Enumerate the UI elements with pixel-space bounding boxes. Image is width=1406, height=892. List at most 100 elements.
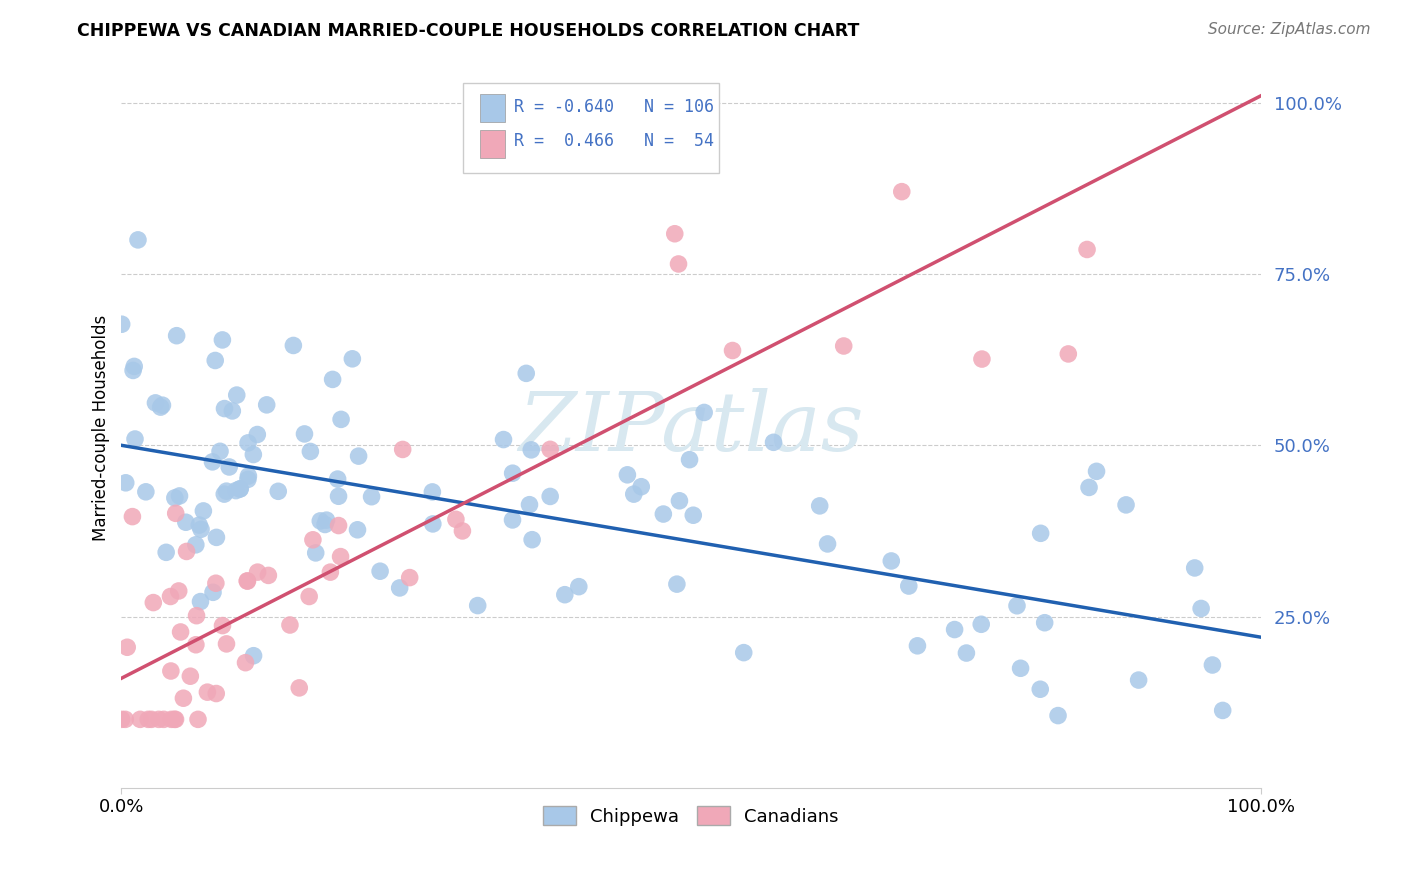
Point — [538, 442, 561, 457]
Point — [322, 372, 344, 386]
Point — [652, 507, 675, 521]
Point — [1085, 464, 1108, 478]
Point — [970, 617, 993, 632]
Point — [319, 565, 342, 579]
Point — [1005, 599, 1028, 613]
Point — [229, 482, 252, 496]
Point — [299, 444, 322, 458]
Point — [721, 343, 744, 358]
Point — [955, 646, 977, 660]
Point — [943, 623, 966, 637]
Point — [169, 624, 191, 639]
Point — [246, 565, 269, 579]
Point — [257, 568, 280, 582]
Point — [422, 484, 444, 499]
Point — [149, 400, 172, 414]
Point — [236, 472, 259, 486]
Point — [122, 359, 145, 374]
Point — [623, 487, 645, 501]
Point — [762, 435, 785, 450]
Point — [568, 580, 591, 594]
Point — [678, 452, 700, 467]
Point — [668, 493, 690, 508]
Point — [215, 484, 238, 499]
Point — [1115, 498, 1137, 512]
Point — [328, 518, 350, 533]
Point — [246, 427, 269, 442]
Point — [305, 546, 328, 560]
Text: Source: ZipAtlas.com: Source: ZipAtlas.com — [1208, 22, 1371, 37]
Point — [328, 489, 350, 503]
Point — [165, 506, 187, 520]
Point — [135, 484, 157, 499]
Point — [111, 712, 134, 726]
Point — [193, 504, 215, 518]
Point — [368, 564, 391, 578]
Text: R = -0.640   N = 106: R = -0.640 N = 106 — [515, 97, 714, 116]
Point — [114, 712, 136, 726]
Point — [204, 353, 226, 368]
Point — [388, 581, 411, 595]
Point — [668, 257, 690, 271]
Point — [215, 637, 238, 651]
Point — [142, 596, 165, 610]
Point — [114, 475, 136, 490]
Point — [1029, 526, 1052, 541]
Point — [733, 646, 755, 660]
Point — [665, 577, 688, 591]
Point — [242, 648, 264, 663]
Point — [1010, 661, 1032, 675]
Point — [163, 712, 186, 726]
Point — [167, 584, 190, 599]
Text: R =  0.466   N =  54: R = 0.466 N = 54 — [515, 132, 714, 150]
Point — [315, 513, 337, 527]
Point — [190, 522, 212, 536]
Point — [121, 509, 143, 524]
FancyBboxPatch shape — [463, 83, 720, 173]
Point — [1201, 658, 1223, 673]
Point — [236, 435, 259, 450]
Point — [160, 664, 183, 678]
Point — [1057, 347, 1080, 361]
Point — [808, 499, 831, 513]
Point — [208, 444, 231, 458]
Point — [515, 367, 537, 381]
Point — [554, 588, 576, 602]
Point — [1184, 561, 1206, 575]
Point — [630, 480, 652, 494]
Point — [236, 574, 259, 588]
Point — [1212, 703, 1234, 717]
Point — [422, 516, 444, 531]
Point — [616, 467, 638, 482]
Point — [188, 518, 211, 533]
Point — [169, 489, 191, 503]
Point — [165, 712, 187, 726]
Y-axis label: Married-couple Households: Married-couple Households — [93, 315, 110, 541]
Point — [467, 599, 489, 613]
Point — [152, 712, 174, 726]
Point — [256, 398, 278, 412]
Point — [179, 669, 201, 683]
Point — [184, 538, 207, 552]
Point — [1128, 673, 1150, 687]
Point — [502, 466, 524, 480]
Point — [329, 549, 352, 564]
Point — [398, 571, 420, 585]
Point — [1189, 601, 1212, 615]
Point — [1076, 243, 1098, 257]
Point — [907, 639, 929, 653]
Point — [145, 396, 167, 410]
Point — [298, 590, 321, 604]
Point — [309, 514, 332, 528]
Point — [201, 455, 224, 469]
Point — [519, 498, 541, 512]
Point — [129, 712, 152, 726]
Point — [174, 515, 197, 529]
Point — [172, 691, 194, 706]
Point — [267, 484, 290, 499]
Point — [538, 490, 561, 504]
Point — [347, 449, 370, 463]
Point — [330, 412, 353, 426]
Point — [391, 442, 413, 457]
Point — [502, 513, 524, 527]
